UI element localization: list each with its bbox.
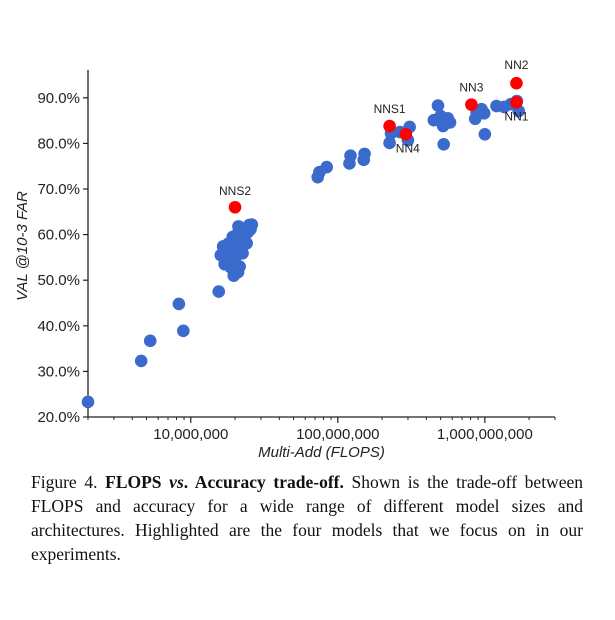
point-annotation: NN1	[504, 109, 528, 123]
highlighted-point	[510, 96, 523, 109]
figure-caption: Figure 4. FLOPS vs. Accuracy trade-off. …	[31, 470, 583, 566]
data-point	[358, 147, 371, 161]
point-annotation: NN3	[459, 81, 483, 95]
data-point	[134, 354, 148, 368]
highlighted-point	[228, 200, 242, 214]
data-point	[477, 107, 491, 120]
highlighted-points: NNS2 NNS1 NN4 NN3 NN2 NN1	[219, 58, 529, 214]
caption-body: Shown is the trade-off between FLOPS and…	[31, 472, 583, 564]
data-point	[245, 218, 259, 231]
y-tick-label: 20.0%	[37, 409, 80, 426]
point-annotation: NNS1	[374, 102, 406, 116]
data-point	[344, 149, 357, 163]
point-annotation: NN4	[396, 141, 420, 155]
highlighted-point	[383, 119, 396, 133]
highlighted-point	[510, 76, 523, 90]
data-point	[143, 334, 157, 348]
data-point	[443, 116, 457, 129]
y-tick-label: 50.0%	[37, 272, 80, 289]
point-annotation: NN2	[504, 58, 528, 72]
x-tick-label: 1,000,000,000	[437, 426, 533, 443]
y-tick-label: 30.0%	[37, 363, 80, 380]
y-tick-label: 80.0%	[37, 135, 80, 152]
highlighted-point	[465, 98, 478, 111]
data-point	[236, 246, 249, 260]
x-axis-title: Multi-Add (FLOPS)	[258, 444, 385, 461]
x-axis-ticks: 10,000,000 100,000,000 1,000,000,000	[87, 417, 556, 443]
data-point	[231, 265, 245, 279]
axes	[87, 70, 555, 418]
data-point	[177, 324, 190, 338]
data-point	[478, 127, 492, 141]
y-tick-label: 40.0%	[37, 318, 80, 335]
data-point	[320, 160, 333, 174]
caption-bold-1: FLOPS	[105, 472, 170, 492]
scatter-chart: 20.0% 30.0% 40.0% 50.0% 60.0% 70.0% 80.0% 90.0%…	[14, 58, 556, 461]
x-tick-label: 10,000,000	[153, 426, 228, 443]
caption-bold-2: . Accuracy trade-off.	[183, 472, 344, 492]
highlighted-point	[399, 127, 413, 141]
caption-italic-vs: vs	[169, 472, 184, 492]
data-point	[81, 395, 95, 409]
data-point	[240, 236, 253, 250]
y-tick-label: 60.0%	[37, 227, 80, 244]
data-points	[81, 94, 526, 409]
y-axis-ticks: 20.0% 30.0% 40.0% 50.0% 60.0% 70.0% 80.0% 90.0%	[37, 90, 88, 426]
x-tick-label: 100,000,000	[296, 426, 379, 443]
data-point	[212, 285, 226, 298]
caption-prefix: Figure 4.	[31, 472, 106, 492]
data-point	[437, 138, 450, 151]
y-tick-label: 70.0%	[37, 181, 80, 198]
y-tick-label: 90.0%	[37, 90, 80, 107]
data-point	[431, 99, 445, 112]
data-point	[172, 297, 186, 311]
y-axis-title: VAL @10-3 FAR	[14, 191, 31, 301]
point-annotation: NNS2	[219, 184, 251, 198]
data-point	[383, 136, 396, 150]
